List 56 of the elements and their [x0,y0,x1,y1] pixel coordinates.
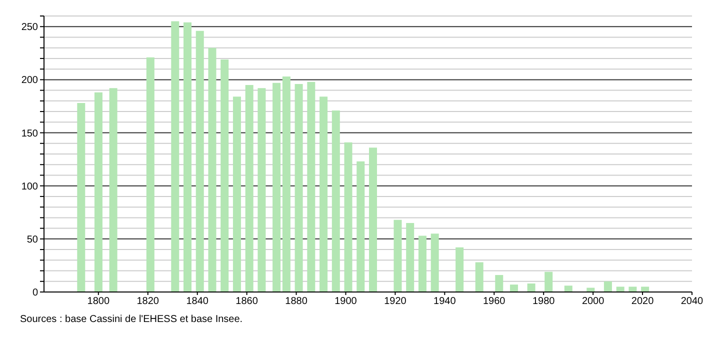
bar [495,275,504,292]
bar [208,48,216,292]
bar [272,82,281,292]
x-tick-label: 2000 [582,296,605,308]
x-tick-label: 1940 [434,296,456,308]
bar [258,88,266,292]
y-tick-label: 250 [21,22,38,34]
y-tick-label: 0 [32,288,38,299]
x-tick-label: 1980 [532,296,556,308]
bar [332,110,340,292]
y-tick-label: 100 [21,181,38,192]
y-tick-label: 200 [21,75,38,86]
bar [294,84,303,292]
x-tick-label: 2020 [631,296,654,308]
bar [320,96,328,292]
bar [94,92,102,292]
x-tick-label: 2040 [680,296,704,308]
bar [527,284,536,292]
bar [418,236,426,292]
bar [475,262,484,292]
bar [394,220,402,292]
bar [245,85,254,292]
bar [564,286,572,292]
bar [456,247,464,292]
x-tick-label: 1920 [384,296,407,308]
bar [232,96,241,292]
bar [430,234,439,292]
x-tick-label: 1900 [334,296,358,308]
bar [406,223,414,292]
bar [369,148,377,292]
source-note: Sources : base Cassini de l'EHESS et base Insee. [20,314,244,325]
bar [109,88,118,292]
x-tick-label: 1960 [483,296,506,308]
bar [356,161,365,292]
x-tick-label: 1800 [87,296,110,308]
bar [282,76,290,292]
bar [544,272,553,292]
y-tick-label: 50 [26,234,38,246]
bar [616,286,624,292]
bar [604,281,612,292]
bar [184,22,192,292]
bar [220,60,229,292]
bar [510,284,518,292]
x-tick-label: 1840 [186,296,209,308]
x-tick-label: 1860 [236,296,258,308]
bar [344,142,352,292]
x-tick-label: 1880 [285,296,308,308]
x-tick-label: 1820 [136,296,160,308]
y-tick-label: 150 [21,128,38,140]
bar [171,21,180,292]
bar [641,286,650,292]
bar [307,82,316,292]
bar [77,103,86,292]
bar [146,57,154,292]
bar [196,30,204,292]
bar [628,286,637,292]
